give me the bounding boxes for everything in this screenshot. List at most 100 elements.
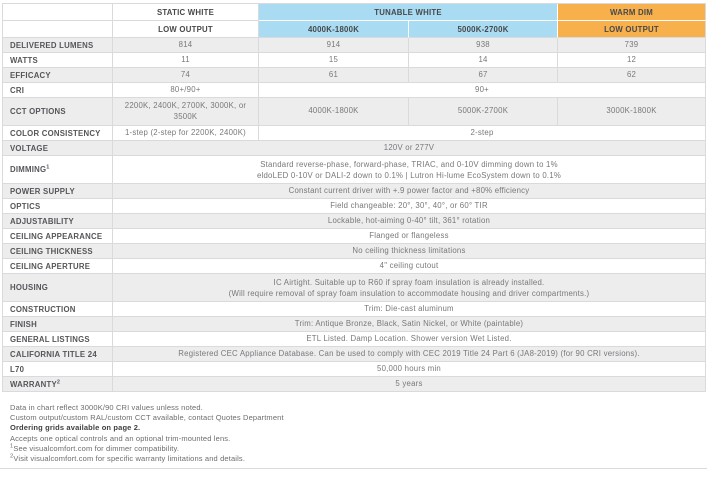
row-label: POWER SUPPLY [3,184,113,199]
row-label: ADJUSTABILITY [3,214,113,229]
spec-row-dimming: DIMMING1 Standard reverse-phase, forward… [3,156,707,184]
spec-row-color-consistency: COLOR CONSISTENCY 1-step (2-step for 220… [3,126,707,141]
footnote-marker: 2 [10,453,14,460]
footnote-marker: 1 [10,443,14,450]
row-label: CRI [3,83,113,98]
col-subheader-4000k-1800k: 4000K-1800K [259,21,409,38]
footnote-line: Data in chart reflect 3000K/90 CRI value… [10,403,203,412]
spec-table-body: DELIVERED LUMENS 814 914 938 739 WATTS 1… [3,38,707,392]
footnote-line-dimmer-compatibility: 1See visualcomfort.com for dimmer compat… [10,443,180,453]
spec-value: 938 [409,38,559,53]
spec-value: 50,000 hours min [113,362,707,377]
row-label: HOUSING [3,274,113,302]
corner-cell [3,4,113,21]
spec-value: 90+ [259,83,707,98]
spec-row-efficacy: EFFICACY 74 61 67 62 [3,68,707,83]
spec-row-l70: L70 50,000 hours min [3,362,707,377]
spec-row-california-title-24: CALIFORNIA TITLE 24 Registered CEC Appli… [3,347,707,362]
row-label: DIMMING1 [3,156,113,184]
spec-value: 2200K, 2400K, 2700K, 3000K, or 3500K [113,98,259,126]
spec-value: 4000K-1800K [259,98,409,126]
spec-value: 74 [113,68,259,83]
spec-value: 80+/90+ [113,83,259,98]
spec-value: IC Airtight. Suitable up to R60 if spray… [113,274,707,302]
spec-value: Flanged or flangeless [113,229,707,244]
footnote-marker: 1 [46,164,50,171]
spec-row-general-listings: GENERAL LISTINGS ETL Listed. Damp Locati… [3,332,707,347]
spec-value: 15 [259,53,409,68]
spec-row-cri: CRI 80+/90+ 90+ [3,83,707,98]
row-label: VOLTAGE [3,141,113,156]
header-row-variant: LOW OUTPUT 4000K-1800K 5000K-2700K LOW O… [3,21,707,38]
row-label: CALIFORNIA TITLE 24 [3,347,113,362]
row-label: CEILING THICKNESS [3,244,113,259]
spec-value: 3000K-1800K [558,98,707,126]
spec-value: 1-step (2-step for 2200K, 2400K) [113,126,259,141]
spec-row-watts: WATTS 11 15 14 12 [3,53,707,68]
row-label: CEILING APPEARANCE [3,229,113,244]
spec-value: Field changeable: 20°, 30°, 40°, or 60° … [113,199,707,214]
spec-value: Standard reverse-phase, forward-phase, T… [113,156,707,184]
row-label: CEILING APERTURE [3,259,113,274]
col-subheader-static-low-output: LOW OUTPUT [113,21,259,38]
spec-value: Registered CEC Appliance Database. Can b… [113,347,707,362]
row-label: COLOR CONSISTENCY [3,126,113,141]
spec-value: Constant current driver with +.9 power f… [113,184,707,199]
spec-row-warranty: WARRANTY2 5 years [3,377,707,392]
spec-value: 14 [409,53,559,68]
row-label: OPTICS [3,199,113,214]
spec-value: 5000K-2700K [409,98,559,126]
spec-value: 11 [113,53,259,68]
spec-row-delivered-lumens: DELIVERED LUMENS 814 914 938 739 [3,38,707,53]
spec-row-voltage: VOLTAGE 120V or 277V [3,141,707,156]
row-label: GENERAL LISTINGS [3,332,113,347]
row-label: EFFICACY [3,68,113,83]
spec-row-construction: CONSTRUCTION Trim: Die-cast aluminum [3,302,707,317]
spec-row-cct-options: CCT OPTIONS 2200K, 2400K, 2700K, 3000K, … [3,98,707,126]
spec-row-housing: HOUSING IC Airtight. Suitable up to R60 … [3,274,707,302]
spec-table: STATIC WHITE TUNABLE WHITE WARM DIM LOW … [2,3,707,392]
row-label: DELIVERED LUMENS [3,38,113,53]
spec-value: 12 [558,53,707,68]
row-label: FINISH [3,317,113,332]
page-bottom-rule [0,468,707,470]
spec-value: 814 [113,38,259,53]
row-label: CONSTRUCTION [3,302,113,317]
spec-value: 2-step [259,126,707,141]
footnote-line: Custom output/custom RAL/custom CCT avai… [10,413,284,423]
spec-value: 120V or 277V [113,141,707,156]
spec-row-adjustability: ADJUSTABILITY Lockable, hot-aiming 0-40°… [3,214,707,229]
spec-row-ceiling-appearance: CEILING APPEARANCE Flanged or flangeless [3,229,707,244]
footnote-line: Accepts one optical controls and an opti… [10,433,231,443]
footnote-line-ordering-grids: Ordering grids available on page 2. [10,423,141,433]
col-header-static-white: STATIC WHITE [113,4,259,21]
spec-value: 61 [259,68,409,83]
corner-cell [3,21,113,38]
spec-value: No ceiling thickness limitations [113,244,707,259]
spec-value: 914 [259,38,409,53]
spec-row-ceiling-aperture: CEILING APERTURE 4" ceiling cutout [3,259,707,274]
spec-value: 739 [558,38,707,53]
footnote-marker: 2 [56,378,61,385]
col-subheader-warm-dim-low-output: LOW OUTPUT [558,21,707,38]
spec-value: Lockable, hot-aiming 0-40° tilt, 361° ro… [113,214,707,229]
col-header-warm-dim: WARM DIM [558,4,707,21]
spec-value: Trim: Antique Bronze, Black, Satin Nicke… [113,317,707,332]
row-label: CCT OPTIONS [3,98,113,126]
col-subheader-5000k-2700k: 5000K-2700K [409,21,559,38]
spec-value: ETL Listed. Damp Location. Shower versio… [113,332,707,347]
spec-value: 4" ceiling cutout [113,259,707,274]
spec-row-power-supply: POWER SUPPLY Constant current driver wit… [3,184,707,199]
footnotes: Data in chart reflect 3000K/90 CRI value… [10,403,707,464]
spec-value: 67 [409,68,559,83]
spec-value: 62 [558,68,707,83]
row-label: L70 [3,362,113,377]
spec-row-optics: OPTICS Field changeable: 20°, 30°, 40°, … [3,199,707,214]
spec-row-ceiling-thickness: CEILING THICKNESS No ceiling thickness l… [3,244,707,259]
header-row-category: STATIC WHITE TUNABLE WHITE WARM DIM [3,4,707,21]
row-label: WATTS [3,53,113,68]
spec-value: 5 years [113,377,707,392]
row-label: WARRANTY2 [3,377,113,392]
spec-row-finish: FINISH Trim: Antique Bronze, Black, Sati… [3,317,707,332]
col-header-tunable-white: TUNABLE WHITE [259,4,559,21]
